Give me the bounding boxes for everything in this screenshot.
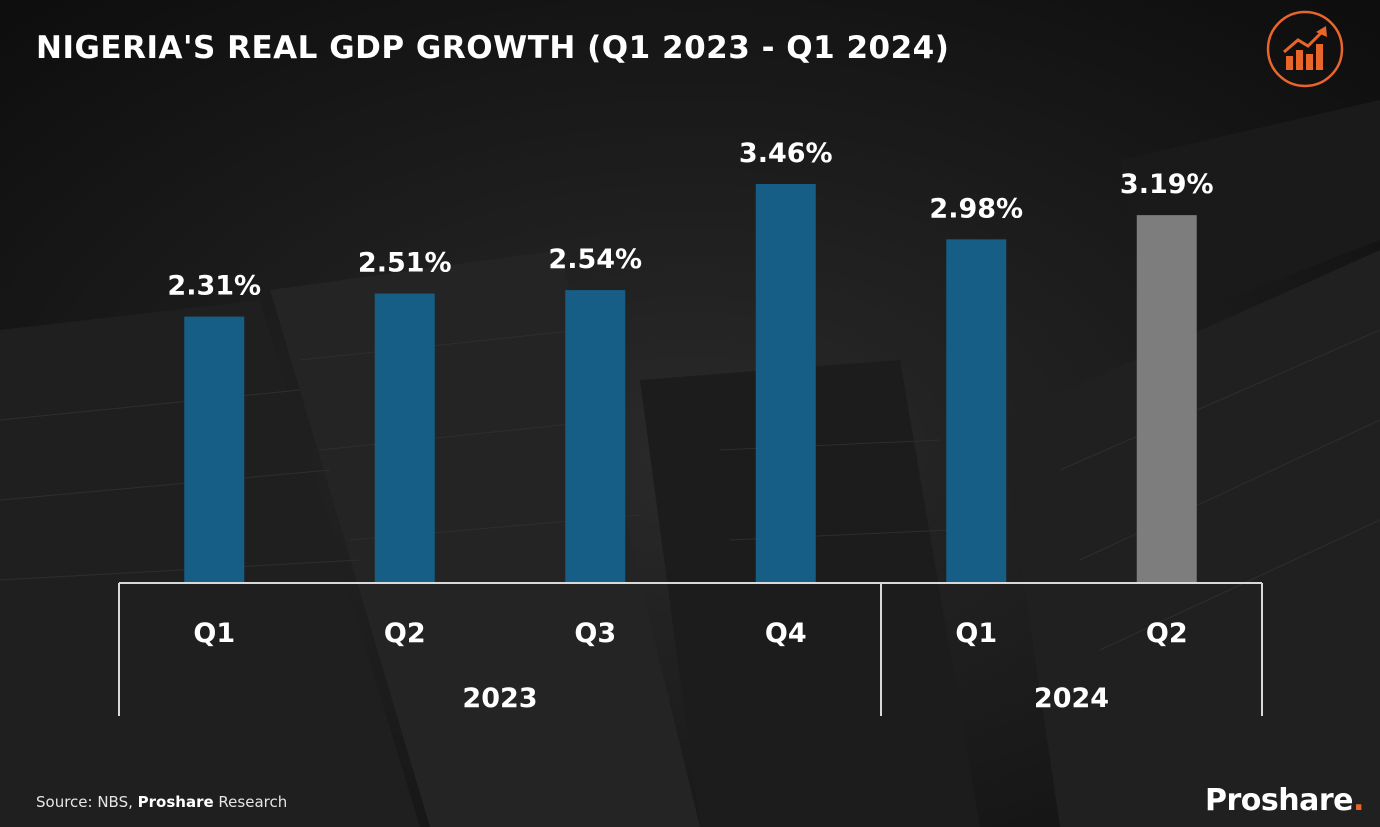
category-label-6: Q2	[1146, 618, 1188, 649]
category-label-4: Q4	[765, 618, 807, 649]
category-label-2: Q2	[384, 618, 426, 649]
category-label-5: Q1	[955, 618, 997, 649]
brand-logo: Proshare.	[1205, 783, 1364, 818]
source-brand: Proshare	[137, 793, 214, 811]
data-label-5: 2.98%	[929, 193, 1023, 224]
data-label-1: 2.31%	[167, 271, 261, 302]
bar-4	[755, 184, 816, 583]
group-label-2024: 2024	[1034, 683, 1109, 714]
source-prefix: Source: NBS,	[36, 793, 138, 811]
category-label-3: Q3	[574, 618, 616, 649]
data-label-2: 2.51%	[358, 248, 452, 279]
bar-5	[946, 239, 1007, 583]
bar-1	[184, 316, 245, 583]
bar-2	[374, 293, 435, 583]
group-label-2023: 2023	[462, 683, 537, 714]
chart-title: NIGERIA'S REAL GDP GROWTH (Q1 2023 - Q1 …	[36, 30, 950, 66]
source-suffix: Research	[213, 793, 288, 811]
category-label-1: Q1	[193, 618, 235, 649]
brand-dot: .	[1353, 783, 1364, 818]
brand-name: Proshare	[1205, 783, 1354, 818]
data-label-4: 3.46%	[739, 138, 833, 169]
source-note: Source: NBS, Proshare Research	[36, 793, 287, 811]
bar-6	[1136, 215, 1197, 583]
data-label-6: 3.19%	[1120, 169, 1214, 200]
bar-3	[565, 290, 626, 583]
growth-chart-icon	[1266, 10, 1344, 88]
data-label-3: 2.54%	[548, 244, 642, 275]
